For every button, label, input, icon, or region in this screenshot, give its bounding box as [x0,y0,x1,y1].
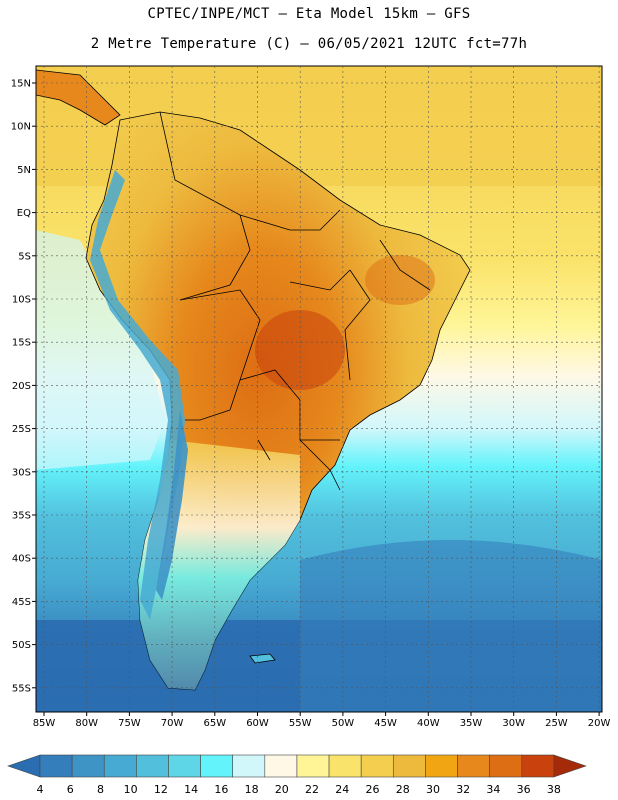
colorbar-label: 16 [214,783,228,796]
lon-tick-label: 70W [161,718,184,729]
colorbar-swatch [521,754,555,778]
lat-tick-label: 25S [12,424,31,435]
colorbar-swatch [392,754,426,778]
lon-tick-label: 50W [332,718,355,729]
lon-tick-label: 65W [203,718,226,729]
colorbar-label: 6 [67,783,74,796]
lon-tick-label: 75W [118,718,141,729]
lat-tick-label: EQ [17,208,31,219]
colorbar-label: 18 [245,783,259,796]
graticule [36,66,602,712]
pacific-coastal-band [36,230,165,470]
colorbar-swatch [168,754,201,778]
colorbar-swatch [103,754,137,778]
lat-tick-label: 30S [12,467,31,478]
country-borders [159,111,431,491]
colorbar-swatch [136,754,169,778]
lon-tick-label: 60W [246,718,269,729]
lat-tick-label: 20S [12,381,31,392]
lon-tick-label: 35W [460,718,483,729]
lat-tick-label: 10N [11,122,31,133]
lat-tick-label: 15N [11,79,31,90]
colorbar-swatch [296,754,330,778]
colorbar-label: 14 [184,783,198,796]
map-frame [35,65,603,713]
lat-tick-label: 5N [17,165,31,176]
colorbar-swatch [71,754,105,778]
lon-tick-label: 25W [545,718,568,729]
lat-tick-label: 15S [12,338,31,349]
colorbar-label: 28 [396,783,410,796]
colorbar-label: 8 [97,783,104,796]
colorbar-label: 4 [37,783,44,796]
lon-tick-label: 20W [588,718,611,729]
colorbar-label: 20 [275,783,289,796]
colorbar-label: 36 [517,783,531,796]
colorbar-max-arrow [553,754,587,778]
colorbar-label: 24 [335,783,349,796]
lat-tick-label: 5S [18,251,31,262]
colorbar-swatch [200,754,234,778]
south-atlantic-cool [300,540,602,712]
colorbar-label: 32 [456,783,470,796]
lat-tick-label: 35S [12,511,31,522]
lon-tick-label: 85W [33,718,56,729]
colorbar-swatch [489,754,523,778]
latitude-axis: 15N 10N 5N EQ 5S 10S 15S 20S 25S 30S 35S 40S 45S 50S 5… [11,79,36,694]
lat-tick-label: 10S [12,295,31,306]
chart-subtitle: 2 Metre Temperature (C) – 06/05/2021 12U… [90,36,528,52]
colorbar-swatch [328,754,362,778]
colorbar-swatch [457,754,490,778]
colorbar-swatch [264,754,298,778]
chart-title: CPTEC/INPE/MCT – Eta Model 15km – GFS [147,6,471,22]
lon-tick-label: 40W [417,718,440,729]
colorbar-label: 30 [426,783,440,796]
lat-tick-label: 50S [12,640,31,651]
andes-core [156,410,188,600]
andes-range [90,170,185,620]
colorbar-label: 12 [154,783,168,796]
colorbar: 4 6 8 10 12 14 16 18 20 22 24 26 28 30 32 34 36 38 [7,754,587,796]
hot-core [255,310,345,390]
colorbar-swatch [425,754,458,778]
colorbar-label: 10 [124,783,138,796]
falklands [249,653,276,664]
colorbar-label: 34 [486,783,500,796]
colorbar-label: 26 [366,783,380,796]
colorbar-swatch [232,754,266,778]
colorbar-label: 22 [305,783,319,796]
lon-tick-label: 80W [75,718,98,729]
lat-tick-label: 40S [12,554,31,565]
lon-tick-label: 55W [289,718,312,729]
colorbar-swatch [39,754,73,778]
lat-tick-label: 55S [12,683,31,694]
lat-tick-label: 45S [12,597,31,608]
lon-tick-label: 45W [374,718,397,729]
lon-tick-label: 30W [502,718,525,729]
colorbar-label: 38 [547,783,561,796]
longitude-axis: 85W 80W 75W 70W 65W 60W 55W 50W 45W 40W 35W 30W 25W 2… [33,712,611,729]
colorbar-min-arrow [7,754,41,778]
hot-northeast [365,255,435,305]
colorbar-swatch [360,754,394,778]
